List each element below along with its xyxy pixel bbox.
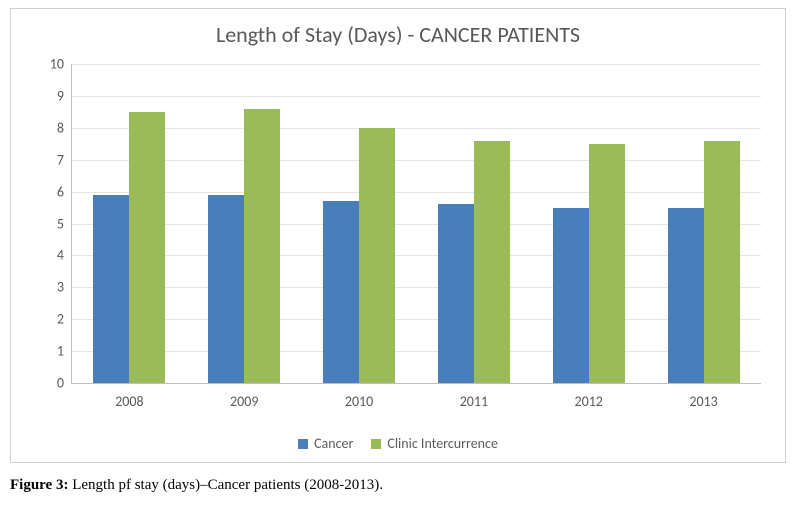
legend-item: Clinic Intercurrence bbox=[371, 435, 498, 452]
plot-area: 200820092010201120122013 012345678910 bbox=[71, 64, 761, 384]
bar bbox=[208, 195, 244, 383]
ytick-label: 0 bbox=[57, 375, 64, 392]
ytick-label: 1 bbox=[57, 343, 64, 360]
bar bbox=[359, 128, 395, 383]
bar bbox=[129, 112, 165, 383]
xtick-label: 2013 bbox=[689, 393, 717, 410]
legend-label: Clinic Intercurrence bbox=[387, 435, 498, 452]
bar-group: 2008 bbox=[72, 64, 187, 383]
ytick-label: 7 bbox=[57, 151, 64, 168]
bars-layer: 200820092010201120122013 bbox=[72, 64, 761, 383]
bar bbox=[668, 208, 704, 383]
legend-swatch bbox=[371, 439, 381, 449]
ytick-label: 6 bbox=[57, 183, 64, 200]
bar bbox=[589, 144, 625, 383]
bar-group: 2012 bbox=[531, 64, 646, 383]
bar-group: 2011 bbox=[416, 64, 531, 383]
chart-container: Length of Stay (Days) - CANCER PATIENTS … bbox=[10, 8, 786, 463]
bar-group: 2009 bbox=[187, 64, 302, 383]
ytick-label: 10 bbox=[50, 56, 64, 73]
bar bbox=[704, 141, 740, 383]
xtick-label: 2012 bbox=[575, 393, 603, 410]
bar bbox=[244, 109, 280, 383]
legend-item: Cancer bbox=[298, 435, 353, 452]
ytick-label: 2 bbox=[57, 311, 64, 328]
ytick-label: 4 bbox=[57, 247, 64, 264]
xtick-label: 2011 bbox=[460, 393, 488, 410]
bar bbox=[323, 201, 359, 383]
figure-caption: Figure 3: Length pf stay (days)–Cancer p… bbox=[10, 477, 790, 494]
bar bbox=[93, 195, 129, 383]
xtick-label: 2008 bbox=[115, 393, 143, 410]
bar-group: 2013 bbox=[646, 64, 761, 383]
xtick-label: 2009 bbox=[230, 393, 258, 410]
bar bbox=[474, 141, 510, 383]
caption-prefix: Figure 3: bbox=[10, 477, 68, 493]
legend-label: Cancer bbox=[314, 435, 353, 452]
xtick-label: 2010 bbox=[345, 393, 373, 410]
bar bbox=[553, 208, 589, 383]
legend-swatch bbox=[298, 439, 308, 449]
bar bbox=[438, 204, 474, 383]
ytick-label: 3 bbox=[57, 279, 64, 296]
caption-text: Length pf stay (days)–Cancer patients (2… bbox=[68, 477, 383, 493]
bar-group: 2010 bbox=[302, 64, 417, 383]
ytick-label: 5 bbox=[57, 215, 64, 232]
chart-title: Length of Stay (Days) - CANCER PATIENTS bbox=[11, 9, 785, 54]
legend: Cancer Clinic Intercurrence bbox=[11, 435, 785, 452]
ytick-label: 8 bbox=[57, 119, 64, 136]
ytick-label: 9 bbox=[57, 87, 64, 104]
